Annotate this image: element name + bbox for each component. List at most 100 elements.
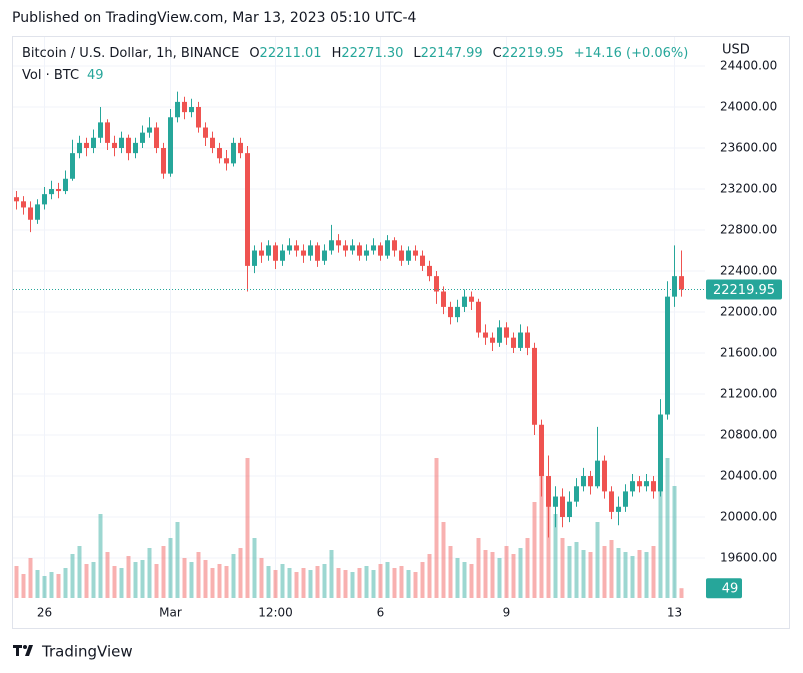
volume-bar <box>392 568 397 598</box>
candle-body <box>623 491 628 507</box>
volume-bar <box>154 564 159 598</box>
x-tick-label: 13 <box>667 606 682 620</box>
volume-bar <box>224 566 229 598</box>
symbol: Bitcoin / U.S. Dollar, 1h, BINANCE <box>22 46 239 61</box>
volume-bar <box>84 564 89 598</box>
candle-body <box>294 245 299 251</box>
candle-body <box>70 153 75 179</box>
last-price-box <box>706 279 782 300</box>
candle-body <box>483 332 488 338</box>
low-value: 22147.99 <box>421 46 483 61</box>
volume-bar <box>196 552 201 598</box>
volume-bar <box>455 558 460 598</box>
y-tick-label: 22400.00 <box>720 264 777 278</box>
candle-body <box>609 491 614 512</box>
candle-body <box>588 476 593 487</box>
candle-body <box>455 306 460 318</box>
volume-bar <box>189 562 194 598</box>
candle-body <box>196 107 201 128</box>
open-value: 22211.01 <box>260 46 322 61</box>
ohlc-legend: Bitcoin / U.S. Dollar, 1h, BINANCE O22211… <box>22 46 688 61</box>
candle-body <box>217 148 222 159</box>
volume-bar <box>91 562 96 598</box>
open-label: O <box>249 46 259 61</box>
chart-frame <box>12 36 790 629</box>
candle-body <box>441 291 446 307</box>
volume-bar <box>574 542 579 598</box>
candle-body <box>539 424 544 477</box>
volume-bar <box>364 566 369 598</box>
candle-body <box>175 101 180 118</box>
volume-bar <box>210 568 215 598</box>
volume-bar <box>161 546 166 598</box>
candle-body <box>651 481 656 492</box>
candle-body <box>224 158 229 164</box>
volume-bar <box>168 538 173 598</box>
volume-bar <box>462 562 467 598</box>
last-volume-box <box>706 578 742 599</box>
volume-bar <box>315 566 320 598</box>
candle-body <box>399 250 404 261</box>
candle-body <box>581 476 586 487</box>
candle-body <box>532 347 537 425</box>
candle-body <box>497 327 502 343</box>
candle-body <box>63 178 68 192</box>
volume-bar <box>105 552 110 598</box>
volume-bar <box>259 558 264 598</box>
candle-body <box>476 301 481 333</box>
x-tick-label: 12:00 <box>258 606 293 620</box>
volume-bar <box>483 550 488 598</box>
x-tick-label: 26 <box>37 606 52 620</box>
y-tick-label: 23200.00 <box>720 182 777 196</box>
candle-body <box>329 240 334 251</box>
candle-body <box>567 501 572 518</box>
candle-body <box>84 142 89 149</box>
volume-label: Vol · BTC <box>22 68 79 83</box>
volume-bar <box>616 548 621 598</box>
volume-bar <box>350 572 355 598</box>
candle-body <box>406 250 411 261</box>
candle-body <box>511 337 516 348</box>
volume-bar <box>679 588 684 598</box>
candle-body <box>266 245 271 256</box>
volume-bar <box>336 568 341 598</box>
volume-bar <box>504 546 509 598</box>
candle-body <box>238 142 243 154</box>
volume-bar <box>28 558 33 598</box>
brand-logo <box>13 645 33 656</box>
candle-body <box>364 250 369 256</box>
volume-bar <box>476 538 481 598</box>
volume-bar <box>56 574 61 598</box>
volume-bar <box>175 522 180 598</box>
volume-bar <box>518 548 523 598</box>
candle-body <box>385 240 390 256</box>
candle-body <box>203 127 208 138</box>
y-tick-label: 23600.00 <box>720 141 777 155</box>
volume-bar <box>203 560 208 598</box>
candle-body <box>672 276 677 297</box>
candle-body <box>658 414 663 492</box>
candle-body <box>21 201 26 208</box>
volume-bar <box>21 574 26 598</box>
volume-bar <box>644 552 649 598</box>
y-tick-label: 21200.00 <box>720 387 777 401</box>
candle-body <box>490 337 495 343</box>
volume-bar <box>182 558 187 598</box>
y-tick-label: 21600.00 <box>720 346 777 360</box>
volume-bar <box>406 570 411 598</box>
volume-bar <box>287 568 292 598</box>
candle-body <box>560 496 565 518</box>
volume-bar <box>434 458 439 598</box>
candle-body <box>91 137 96 149</box>
volume-bar <box>490 552 495 598</box>
volume-bar <box>273 570 278 598</box>
candle-body <box>168 117 173 174</box>
candle-body <box>161 148 166 174</box>
volume-bar <box>385 562 390 598</box>
volume-bar <box>637 550 642 598</box>
candle-body <box>42 194 47 205</box>
candle-body <box>322 250 327 261</box>
candle-body <box>392 240 397 251</box>
volume-bar <box>427 554 432 598</box>
change-value: +14.16 (+0.06%) <box>574 46 689 61</box>
